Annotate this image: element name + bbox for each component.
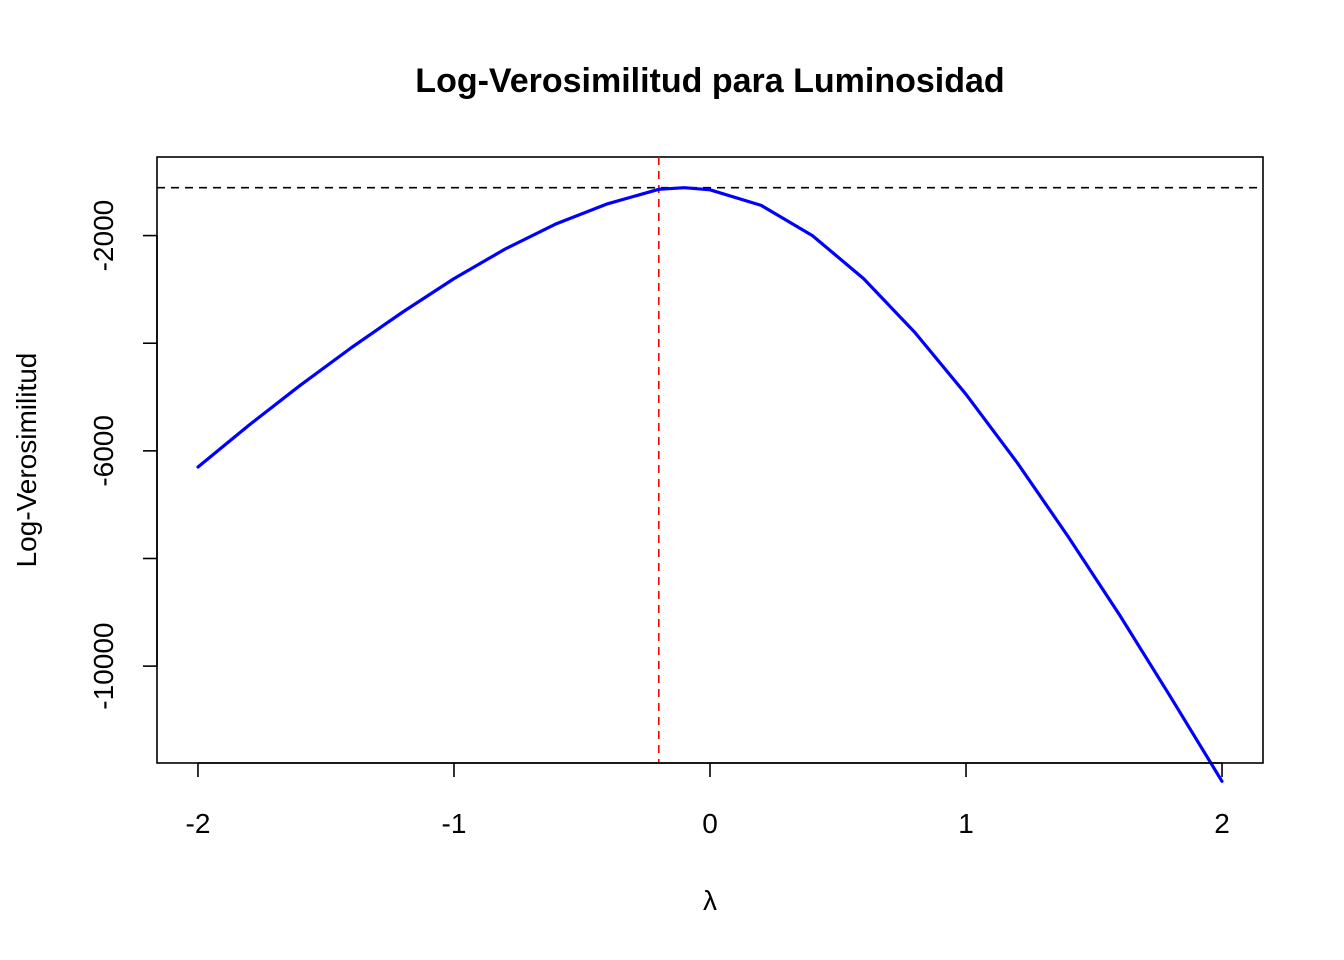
- y-tick-label: -2000: [88, 200, 119, 272]
- y-tick-label: -6000: [88, 415, 119, 487]
- y-axis-label: Log-Verosimilitud: [11, 353, 42, 568]
- y-axis: -2000 -6000 -10000: [88, 200, 158, 710]
- x-tick-label: 0: [702, 808, 718, 839]
- x-axis: -2 -1 0 1 2: [186, 762, 1230, 839]
- x-axis-label: λ: [703, 885, 717, 916]
- series-line-0: [196, 186, 1224, 783]
- reference-lines: [157, 157, 1263, 763]
- series-group: [196, 186, 1224, 783]
- y-tick-label: -10000: [88, 623, 119, 710]
- x-tick-label: 2: [1214, 808, 1230, 839]
- x-tick-label: -2: [186, 808, 211, 839]
- x-tick-label: -1: [442, 808, 467, 839]
- chart-title: Log-Verosimilitud para Luminosidad: [415, 62, 1004, 100]
- plot-box: [156, 156, 1264, 764]
- x-tick-label: 1: [958, 808, 974, 839]
